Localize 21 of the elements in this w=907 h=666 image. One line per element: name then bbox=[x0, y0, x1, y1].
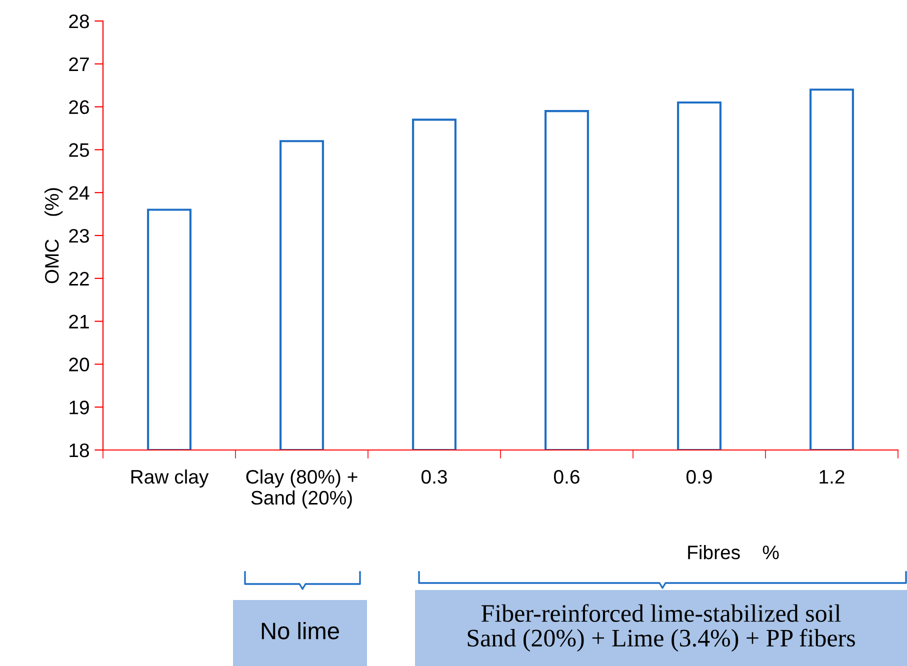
x-tick-label: 1.2 bbox=[820, 470, 844, 484]
x-tick-label: Raw clay bbox=[131, 469, 209, 488]
y-tick-label: 21 bbox=[69, 314, 89, 328]
y-tick-label: 28 bbox=[69, 14, 89, 28]
y-tick-label: 24 bbox=[69, 186, 90, 200]
y-tick-label: 27 bbox=[69, 57, 89, 71]
x-tick-label: 0.3 bbox=[421, 470, 447, 484]
y-tick-label: 25 bbox=[69, 143, 89, 157]
x-tick-label: 0.6 bbox=[554, 470, 580, 484]
x-axis-title: Fibres % bbox=[688, 545, 779, 560]
text: Fiber-reinforced lime-stabilized soil Sand (20%) + Lime (3.4%) + PP fibers bbox=[468, 604, 855, 652]
y-axis-title: OMC (%) bbox=[44, 188, 63, 284]
y-tick-label: 23 bbox=[69, 228, 89, 243]
y-tick-label: 20 bbox=[69, 358, 90, 372]
y-tick-label: 26 bbox=[69, 100, 89, 114]
y-tick-label: 22 bbox=[69, 272, 89, 286]
y-tick-label: 19 bbox=[70, 400, 89, 414]
text: No lime bbox=[262, 622, 339, 640]
x-tick-label: 0.9 bbox=[686, 470, 712, 484]
x-tick-label: Clay (80%) + Sand (20%) bbox=[246, 469, 358, 509]
y-tick-label: 18 bbox=[70, 443, 89, 458]
